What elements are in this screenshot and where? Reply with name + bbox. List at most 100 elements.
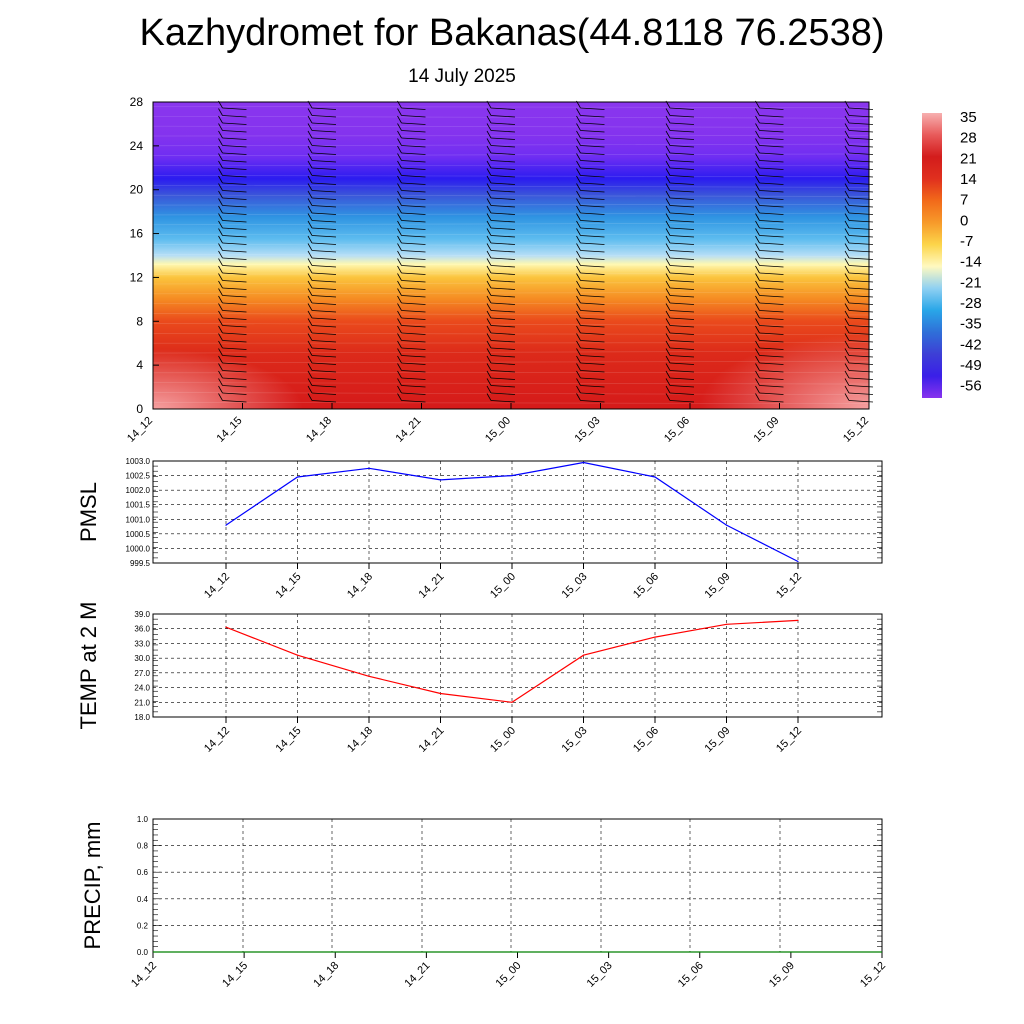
wind-barb-flag (307, 100, 313, 109)
wind-barb (222, 272, 247, 275)
wind-barb-flag (844, 303, 850, 311)
wind-barb (311, 242, 337, 245)
wind-barb-flag (844, 160, 850, 169)
wind-barb (490, 370, 516, 373)
wind-barb (848, 130, 874, 133)
heatmap-x-tick-label: 14_15 (215, 415, 245, 445)
wind-barb (848, 220, 874, 223)
wind-barb (311, 257, 337, 260)
wind-barb (580, 212, 605, 215)
wind-barb-flag (397, 235, 402, 244)
wind-barb-flag (844, 220, 850, 229)
wind-barb-flag (576, 168, 581, 176)
wind-barb (311, 137, 337, 140)
wind-barb-flag (755, 258, 760, 266)
wind-barb-flag (844, 355, 850, 364)
heatmap-contour (152, 263, 870, 266)
wind-barb (490, 355, 516, 358)
wind-barb-flag (755, 205, 760, 214)
wind-barb (222, 325, 247, 328)
wind-barb (669, 385, 695, 388)
wind-barb-flag (218, 160, 223, 169)
wind-barb (848, 197, 874, 200)
wind-barb-flag (665, 280, 671, 289)
wind-barb-flag (665, 198, 671, 206)
wind-barb-flag (397, 123, 402, 131)
wind-barb (580, 332, 605, 335)
wind-barb-column (576, 100, 605, 403)
wind-barb-flag (307, 385, 313, 394)
wind-barb-flag (844, 325, 850, 334)
wind-barb-column (665, 100, 695, 403)
wind-barb (848, 287, 874, 290)
chart-title: Kazhydromet for Bakanas(44.8118 76.2538) (139, 12, 885, 54)
wind-barb (669, 347, 695, 350)
wind-barb (490, 220, 516, 223)
wind-barb-flag (397, 228, 402, 236)
wind-barb (222, 197, 247, 200)
wind-barb-flag (307, 228, 313, 236)
temp2m-y-axis-label: TEMP at 2 M (76, 602, 101, 730)
wind-barb (759, 302, 784, 305)
wind-barb-flag (218, 310, 223, 319)
wind-barb-flag (665, 160, 671, 169)
wind-barb-flag (665, 318, 671, 326)
wind-barb (401, 272, 426, 275)
wind-barb (669, 220, 695, 223)
wind-barb (669, 265, 695, 268)
wind-barb (311, 197, 337, 200)
wind-barb (848, 122, 874, 125)
wind-barb (580, 355, 605, 358)
wind-barb (222, 212, 247, 215)
wind-barb-flag (307, 295, 313, 304)
heatmap-x-tick-label: 15_03 (573, 415, 603, 445)
pmsl-point (225, 524, 227, 526)
wind-barb-flag (665, 168, 671, 176)
pmsl-x-tick-label: 15_03 (560, 571, 590, 601)
heatmap-y-tick-label: 24 (130, 139, 144, 153)
wind-barb-flag (307, 130, 313, 139)
wind-barb (759, 310, 784, 313)
wind-barb-flag (486, 198, 492, 206)
temp2m-y-tick-label: 33.0 (134, 639, 150, 648)
wind-barb-flag (665, 153, 671, 161)
wind-barb (848, 347, 874, 350)
wind-barb (490, 152, 516, 155)
wind-barb-flag (665, 138, 671, 146)
wind-barb-flag (486, 190, 492, 199)
wind-barb (848, 295, 874, 298)
wind-barb-flag (486, 100, 492, 109)
wind-barb (580, 317, 605, 320)
wind-barb (311, 115, 337, 118)
wind-barb (222, 347, 247, 350)
wind-barb-flag (218, 273, 223, 281)
wind-barb-flag (576, 108, 581, 116)
wind-barb (669, 295, 695, 298)
wind-barb (311, 280, 337, 283)
wind-barb-flag (307, 168, 313, 176)
wind-barb-flag (218, 228, 223, 236)
temp2m-y-tick-label: 24.0 (134, 684, 150, 693)
wind-barb (311, 152, 337, 155)
pmsl-y-tick-label: 1000.5 (126, 530, 151, 539)
wind-barb (848, 280, 874, 283)
wind-barb (490, 325, 516, 328)
wind-barb-flag (486, 393, 492, 401)
wind-barb-flag (307, 115, 313, 124)
wind-barb-flag (397, 273, 402, 281)
colorbar-label: -49 (960, 357, 982, 374)
wind-barb-flag (755, 318, 760, 326)
pmsl-point (439, 479, 442, 481)
wind-barb-flag (486, 280, 492, 289)
wind-barb-flag (307, 348, 313, 356)
wind-barb-flag (576, 280, 581, 289)
temp2m-point (654, 636, 656, 638)
wind-barb-flag (307, 318, 313, 326)
wind-barb (848, 302, 874, 305)
wind-barb (848, 355, 874, 358)
wind-barb (669, 130, 695, 133)
wind-barb (222, 355, 247, 358)
wind-barb (222, 280, 247, 283)
wind-barb-flag (844, 153, 850, 161)
wind-barb-flag (486, 288, 492, 296)
